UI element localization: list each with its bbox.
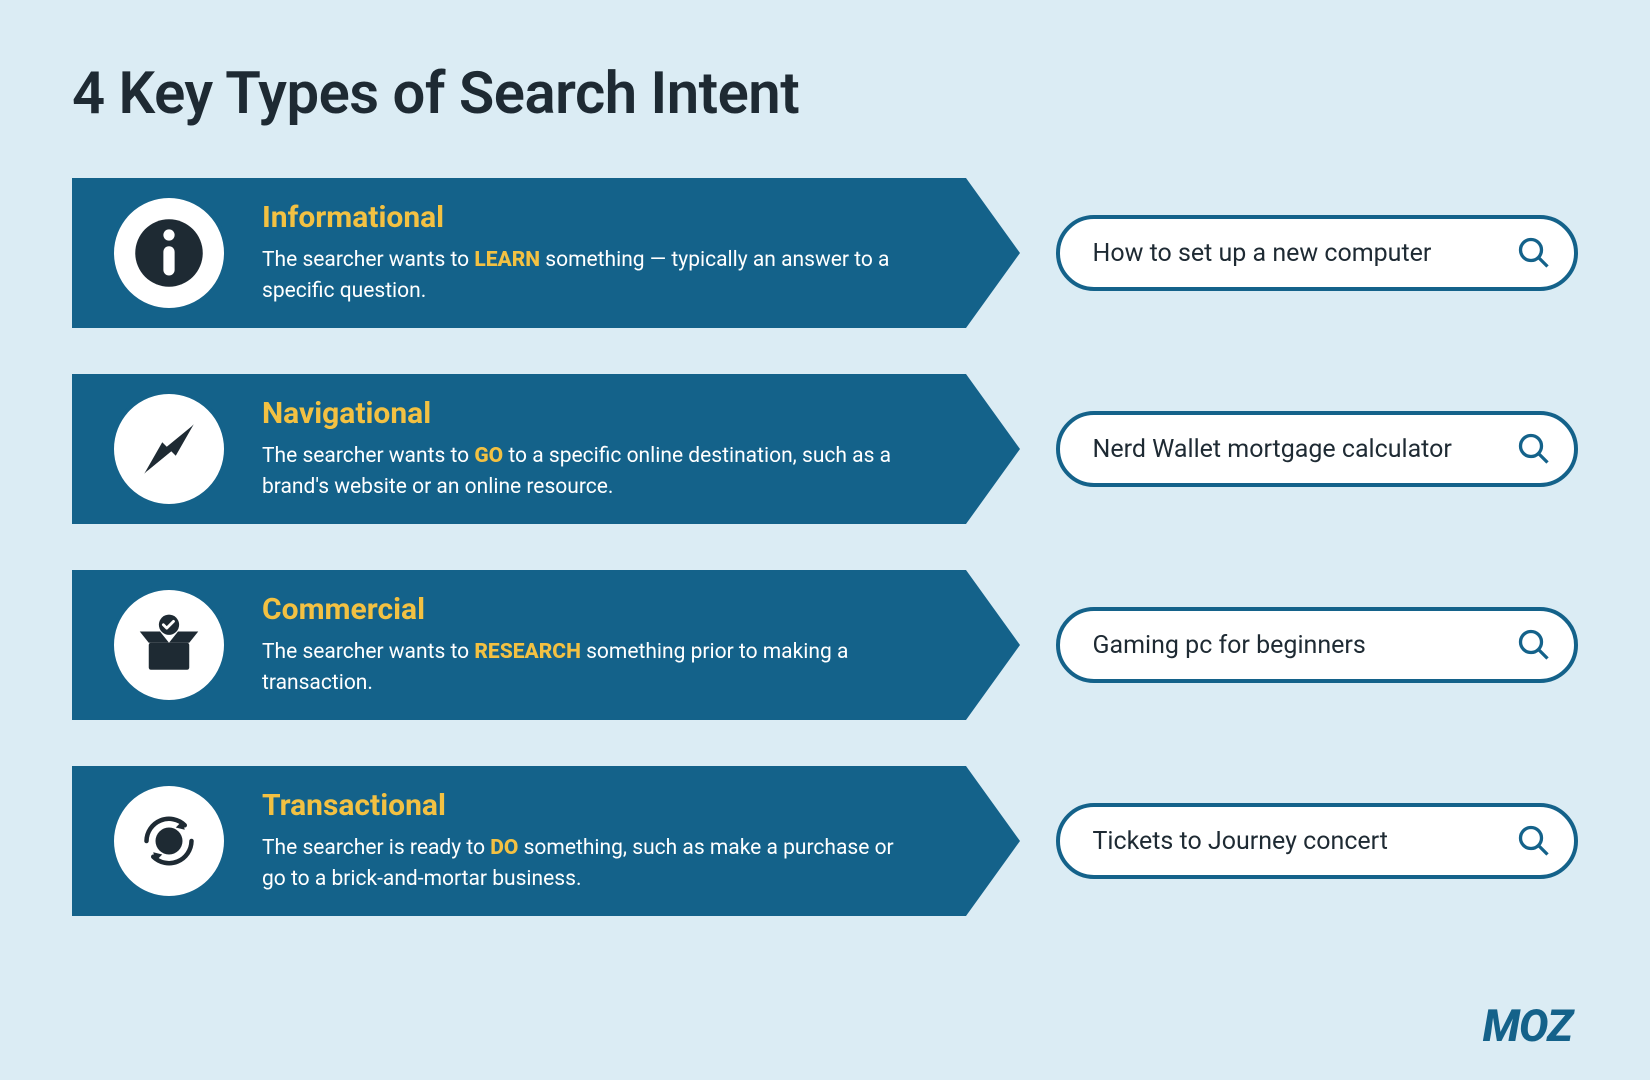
intent-banner: Informational The searcher wants to LEAR… [72, 178, 966, 328]
search-example-text: Nerd Wallet mortgage calculator [1092, 435, 1516, 464]
search-example-text: Gaming pc for beginners [1092, 631, 1516, 660]
search-example: Tickets to Journey concert [1056, 803, 1578, 879]
search-example: Nerd Wallet mortgage calculator [1056, 411, 1578, 487]
search-example-text: How to set up a new computer [1092, 239, 1516, 268]
box-icon [110, 586, 228, 704]
intent-heading: Informational [262, 200, 896, 235]
intent-text: Informational The searcher wants to LEAR… [262, 200, 896, 306]
intent-heading: Transactional [262, 788, 896, 823]
search-icon [1516, 823, 1552, 859]
intent-rows: Informational The searcher wants to LEAR… [72, 178, 1578, 916]
intent-text: Navigational The searcher wants to GO to… [262, 396, 896, 502]
intent-desc: The searcher is ready to DO something, s… [262, 833, 896, 894]
infographic-canvas: 4 Key Types of Search Intent Information… [0, 0, 1650, 1080]
search-example: Gaming pc for beginners [1056, 607, 1578, 683]
svg-text:$: $ [164, 832, 174, 852]
intent-row-informational: Informational The searcher wants to LEAR… [72, 178, 1578, 328]
intent-heading: Navigational [262, 396, 896, 431]
intent-text: Commercial The searcher wants to RESEARC… [262, 592, 896, 698]
nav-icon [110, 390, 228, 508]
intent-text: Transactional The searcher is ready to D… [262, 788, 896, 894]
intent-desc: The searcher wants to RESEARCH something… [262, 637, 896, 698]
search-example-text: Tickets to Journey concert [1092, 827, 1516, 856]
search-icon [1516, 235, 1552, 271]
intent-row-commercial: Commercial The searcher wants to RESEARC… [72, 570, 1578, 720]
intent-banner: Commercial The searcher wants to RESEARC… [72, 570, 966, 720]
search-icon [1516, 627, 1552, 663]
intent-banner: Navigational The searcher wants to GO to… [72, 374, 966, 524]
intent-row-navigational: Navigational The searcher wants to GO to… [72, 374, 1578, 524]
intent-banner: $ Transactional The searcher is ready to… [72, 766, 966, 916]
moz-logo: MOZ [1483, 1000, 1572, 1052]
intent-row-transactional: $ Transactional The searcher is ready to… [72, 766, 1578, 916]
dollar-icon: $ [110, 782, 228, 900]
page-title: 4 Key Types of Search Intent [72, 60, 1578, 128]
search-example: How to set up a new computer [1056, 215, 1578, 291]
search-icon [1516, 431, 1552, 467]
intent-desc: The searcher wants to GO to a specific o… [262, 441, 896, 502]
intent-desc: The searcher wants to LEARN something — … [262, 245, 896, 306]
intent-heading: Commercial [262, 592, 896, 627]
info-icon [110, 194, 228, 312]
